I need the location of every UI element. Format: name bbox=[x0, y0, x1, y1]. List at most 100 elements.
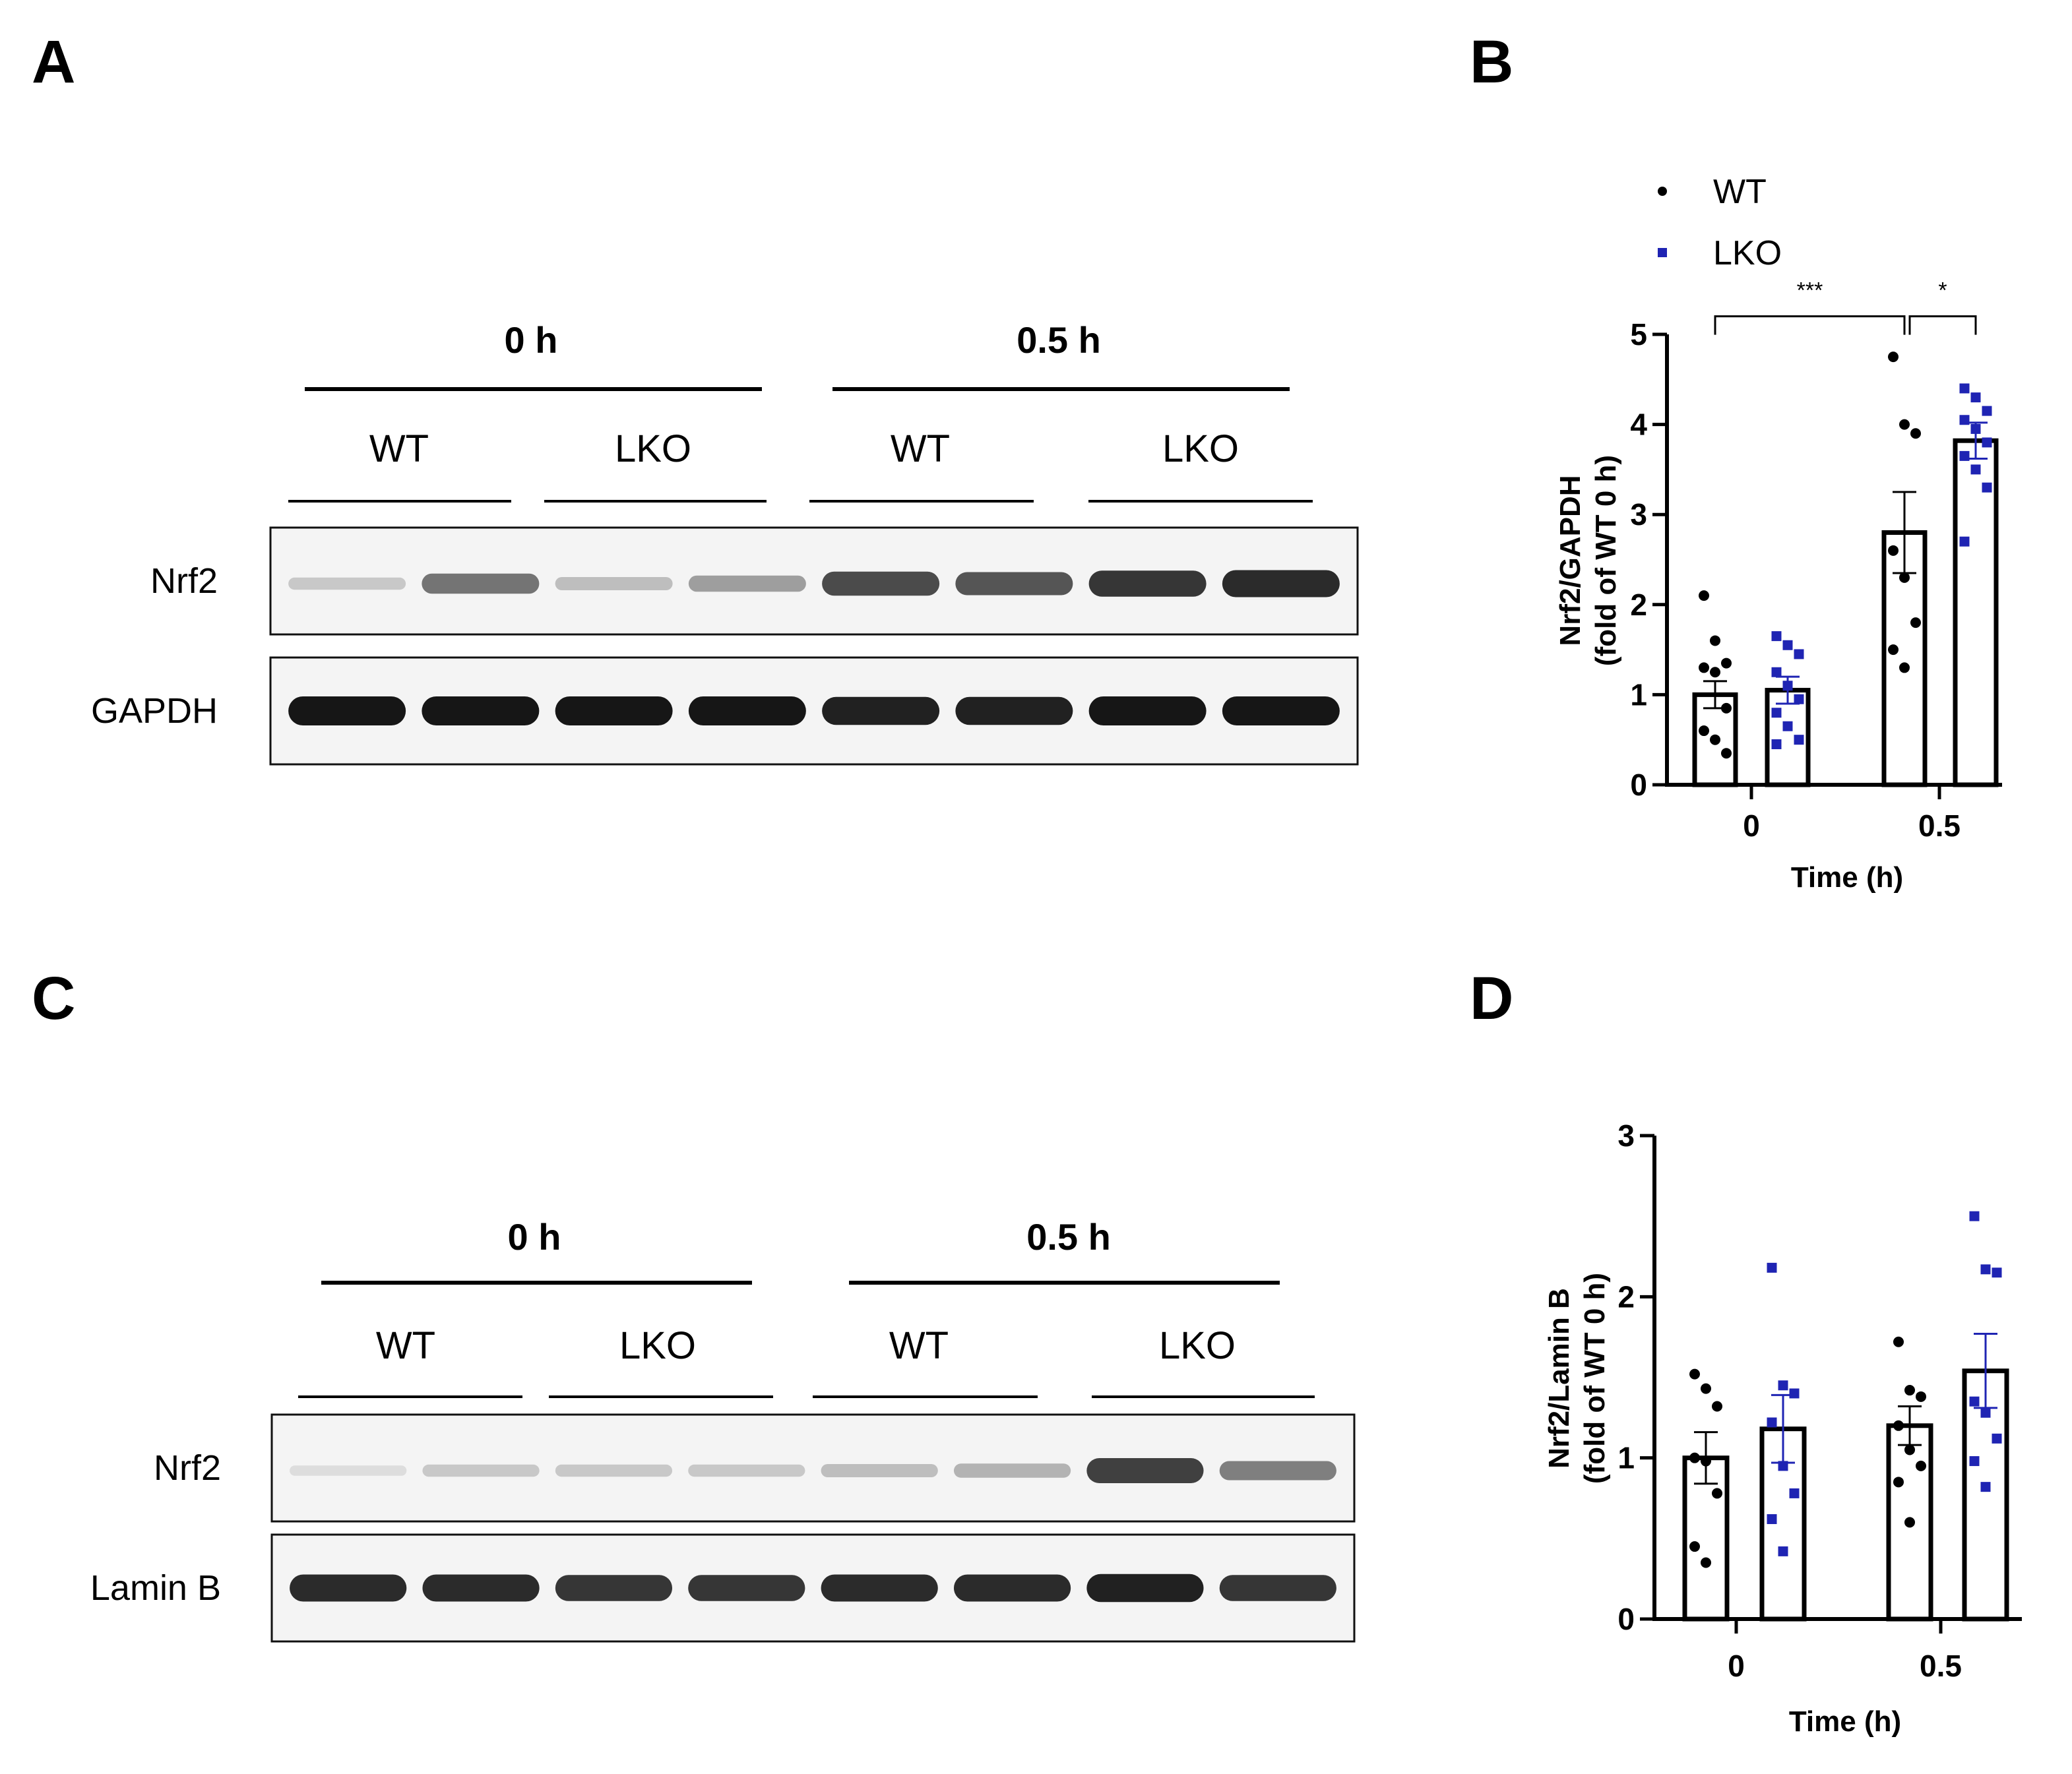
data-point bbox=[1970, 423, 1981, 434]
y-tick-label: 5 bbox=[1630, 317, 1647, 352]
data-point bbox=[1721, 748, 1732, 759]
data-point bbox=[1782, 640, 1793, 650]
x-tick-label: 0 bbox=[1728, 1649, 1745, 1683]
blot-row-label: GAPDH bbox=[91, 691, 218, 731]
blot-band bbox=[1222, 696, 1340, 725]
data-point bbox=[1970, 392, 1981, 403]
data-point bbox=[1969, 1456, 1980, 1467]
y-tick-label: 2 bbox=[1617, 1279, 1635, 1314]
data-point bbox=[1970, 464, 1981, 475]
blot-band bbox=[821, 1574, 938, 1602]
blot-band bbox=[688, 575, 806, 592]
blot-band bbox=[555, 1575, 673, 1601]
data-point bbox=[1899, 572, 1910, 583]
data-point bbox=[1969, 1396, 1980, 1407]
bar bbox=[1962, 1368, 2009, 1622]
time-label: 0.5 h bbox=[1026, 1216, 1111, 1258]
blot-band bbox=[822, 571, 940, 596]
data-point bbox=[1689, 1541, 1700, 1552]
data-point bbox=[1904, 1517, 1915, 1528]
data-point bbox=[1982, 406, 1992, 416]
blot-band bbox=[555, 577, 673, 590]
data-point bbox=[1771, 667, 1782, 677]
time-label: 0 h bbox=[508, 1216, 561, 1258]
data-point bbox=[1888, 644, 1899, 656]
panel-letter-b: B bbox=[1470, 28, 1513, 96]
legend-label: LKO bbox=[1713, 234, 1782, 272]
x-axis-title: Time (h) bbox=[1791, 861, 1903, 894]
data-point bbox=[1778, 1461, 1788, 1471]
blot-row-label: Lamin B bbox=[90, 1568, 221, 1608]
time-label: 0.5 h bbox=[1017, 319, 1101, 361]
data-point bbox=[1782, 681, 1793, 691]
group-label: WT bbox=[376, 1324, 435, 1367]
group-label: WT bbox=[369, 427, 429, 470]
data-point bbox=[1959, 383, 1970, 394]
data-point bbox=[1904, 1385, 1915, 1396]
blot-row-label: Nrf2 bbox=[154, 1448, 221, 1488]
blot-band bbox=[1088, 696, 1207, 725]
x-tick-label: 0.5 bbox=[1920, 1649, 1962, 1683]
y-axis-title-line: Nrf2/GAPDH bbox=[1554, 475, 1586, 646]
data-point bbox=[1893, 1420, 1904, 1431]
bar-chart-b: 0 1 2 3 4 5 0 0.5 Time (h) Nrf2/GAPDH (fold of WT … bbox=[1554, 173, 2002, 894]
significance-label: *** bbox=[1797, 278, 1823, 303]
data-point bbox=[1771, 739, 1782, 750]
blot-band bbox=[1219, 1461, 1336, 1481]
data-point bbox=[1794, 694, 1804, 704]
y-axis-title-line: (fold of WT 0 h) bbox=[1579, 1273, 1611, 1484]
blot-band bbox=[1088, 570, 1207, 597]
y-tick-label: 1 bbox=[1617, 1441, 1635, 1475]
data-point bbox=[1699, 590, 1709, 601]
y-tick-label: 2 bbox=[1630, 588, 1647, 622]
western-blot-c: 0 h 0.5 h WT LKO WT LKO Nrf2 Lamin B bbox=[90, 1216, 1356, 1643]
data-point bbox=[1689, 1452, 1700, 1463]
bar bbox=[1682, 1455, 1730, 1622]
y-axis-title: Nrf2/GAPDH (fold of WT 0 h) bbox=[1554, 455, 1622, 666]
data-point bbox=[1701, 1383, 1711, 1394]
data-point bbox=[1767, 1417, 1777, 1428]
data-point bbox=[1699, 725, 1709, 737]
data-point bbox=[1778, 1546, 1788, 1556]
blot-band bbox=[288, 577, 406, 590]
y-tick-label: 0 bbox=[1617, 1602, 1635, 1636]
data-point bbox=[1888, 352, 1899, 363]
y-tick-label: 3 bbox=[1630, 497, 1647, 532]
data-point bbox=[1899, 419, 1910, 430]
blot-band bbox=[422, 1464, 540, 1477]
x-tick-label: 0 bbox=[1743, 809, 1760, 843]
group-label: LKO bbox=[1159, 1324, 1236, 1367]
data-point bbox=[1767, 1514, 1777, 1525]
legend-marker bbox=[1658, 187, 1667, 196]
blot-band bbox=[688, 1464, 805, 1477]
blot-band bbox=[422, 573, 540, 594]
bar bbox=[1953, 438, 1999, 787]
blot-band bbox=[1086, 1458, 1204, 1483]
group-label: WT bbox=[889, 1324, 949, 1367]
data-point bbox=[1710, 734, 1720, 745]
significance-bracket bbox=[1908, 315, 1977, 335]
data-point bbox=[1980, 1482, 1991, 1492]
time-label: 0 h bbox=[505, 319, 558, 361]
data-point bbox=[1969, 1211, 1980, 1221]
data-point bbox=[1701, 1557, 1711, 1568]
y-axis-title: Nrf2/Lamin B (fold of WT 0 h) bbox=[1543, 1273, 1611, 1484]
data-point bbox=[1959, 450, 1970, 461]
data-point bbox=[1710, 635, 1720, 646]
group-label: LKO bbox=[619, 1324, 696, 1367]
data-point bbox=[1771, 631, 1782, 642]
blot-band bbox=[821, 1464, 938, 1477]
data-point bbox=[1782, 721, 1793, 731]
blot-band bbox=[1219, 1575, 1336, 1601]
blot-band bbox=[1222, 570, 1340, 597]
x-tick-label: 0.5 bbox=[1918, 809, 1961, 843]
y-tick-label: 1 bbox=[1630, 677, 1647, 712]
data-point bbox=[1794, 649, 1804, 659]
data-point bbox=[1980, 1407, 1991, 1418]
y-axis-title-line: Nrf2/Lamin B bbox=[1543, 1288, 1575, 1469]
blot-band bbox=[1086, 1574, 1204, 1603]
data-point bbox=[1916, 1391, 1926, 1402]
blot-band bbox=[290, 1574, 407, 1602]
western-blot-a: 0 h 0.5 h WT LKO WT LKO Nrf2 GAPDH bbox=[91, 319, 1359, 766]
blot-band bbox=[822, 696, 940, 725]
